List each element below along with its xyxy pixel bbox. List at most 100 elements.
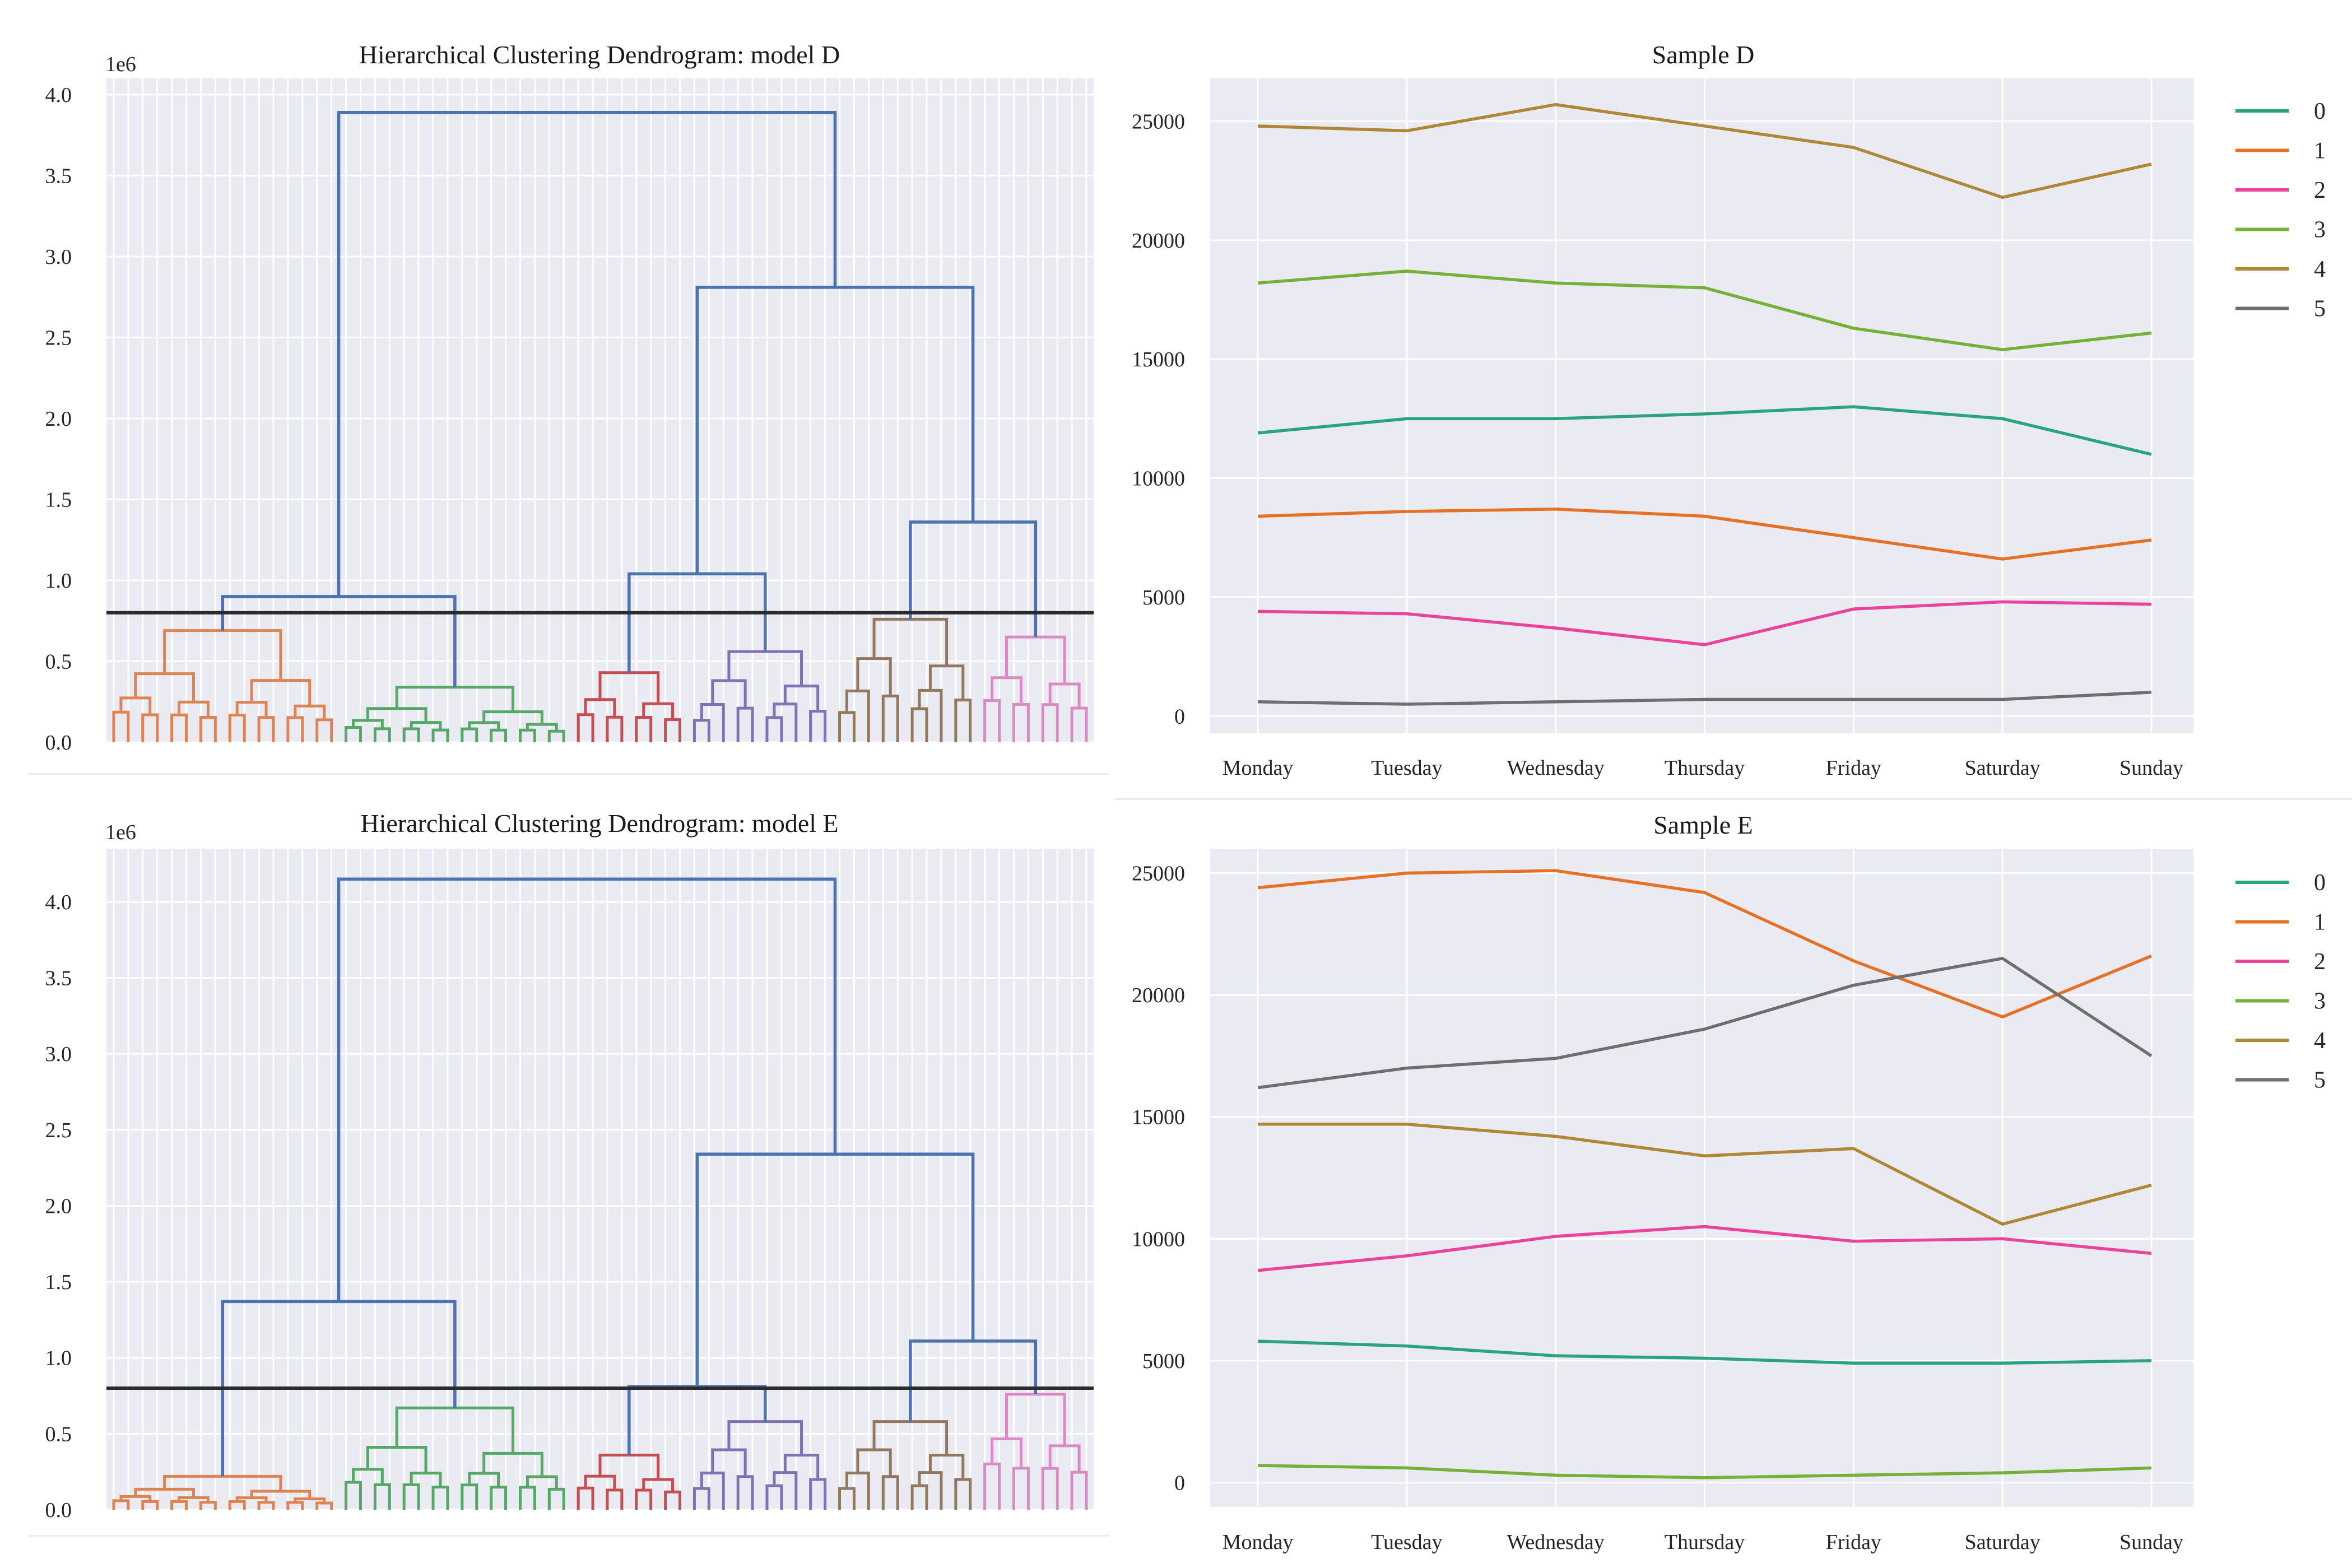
dendrogram-link	[134, 1487, 195, 1498]
legend-label: 0	[2314, 99, 2326, 124]
y-tick-label: 1.5	[45, 488, 72, 511]
dendrogram-link	[736, 706, 754, 742]
dendrogram-link	[727, 650, 803, 686]
y-tick-label: 15000	[1132, 1106, 1185, 1129]
y-tick-label: 0.0	[45, 1499, 72, 1522]
line-chart-sample-d: Sample D Monday Tuesday Wednesday Thursday F…	[1132, 40, 2326, 780]
legend-label: 4	[2314, 1028, 2326, 1054]
x-tick-label: Monday	[1223, 1530, 1294, 1554]
plot-background	[1210, 78, 2193, 733]
dendrogram-link	[366, 707, 427, 723]
legend-label: 4	[2314, 257, 2326, 282]
y-tick-label: 2.0	[45, 1194, 72, 1218]
dendrogram-link	[918, 1471, 943, 1510]
dendrogram-link	[250, 1490, 312, 1499]
dendrogram-link	[991, 676, 1022, 705]
line-chart-sample-e: Sample E Monday Tuesday Wednesday Thursday F…	[1132, 811, 2326, 1554]
dendrogram-merge-link	[337, 110, 837, 597]
dendrogram-link	[352, 1468, 384, 1485]
y-tick-label: 5000	[1142, 586, 1185, 609]
y-tick-label: 10000	[1132, 467, 1185, 491]
y-tick-label: 2.5	[45, 326, 72, 350]
dendrogram-link	[178, 1496, 210, 1502]
y-tick-label: 4.0	[45, 891, 72, 914]
chart-title: Hierarchical Clustering Dendrogram: mode…	[359, 40, 840, 69]
legend-label: 0	[2314, 870, 2326, 896]
dendrogram-link	[235, 1496, 268, 1502]
dendrogram-link	[881, 694, 899, 742]
dendrogram-link	[518, 728, 536, 742]
dendrogram-merge-link	[337, 877, 837, 1302]
y-tick-label: 2.5	[45, 1119, 72, 1142]
y-tick-label: 5000	[1142, 1350, 1185, 1373]
dendrogram-link	[461, 1483, 478, 1510]
dendrogram-link	[468, 1472, 500, 1487]
y-tick-label: 1.5	[45, 1271, 72, 1294]
x-tick-label: Monday	[1223, 756, 1294, 780]
x-tick-label: Wednesday	[1507, 1530, 1605, 1554]
y-tick-label: 15000	[1132, 348, 1185, 371]
dendrogram-link	[490, 728, 508, 742]
dendrogram-merge-link	[909, 1339, 1038, 1422]
y-tick-label: 3.5	[45, 967, 72, 990]
series-line-1	[1257, 869, 2153, 1019]
y-tick-label: 20000	[1132, 229, 1185, 253]
dendrogram-link	[402, 727, 420, 742]
y-tick-label: 25000	[1132, 110, 1185, 133]
legend-label: 3	[2314, 217, 2326, 243]
y-tick-label: 2.0	[45, 407, 72, 431]
dendrogram-link	[692, 719, 710, 742]
y-tick-label: 3.0	[45, 245, 72, 269]
series-line-3	[1257, 269, 2152, 351]
dendrogram-link	[664, 1490, 682, 1510]
dendrogram-link	[141, 713, 159, 742]
y-tick-label: 20000	[1132, 984, 1185, 1007]
dendrogram-link	[199, 1501, 217, 1510]
dendrogram-link	[711, 679, 747, 709]
legend-label: 3	[2314, 989, 2326, 1015]
x-tick-label: Friday	[1826, 1530, 1881, 1554]
dendrogram-link	[1048, 682, 1081, 709]
legend-label: 2	[2314, 949, 2326, 975]
y-tick-label: 0	[1174, 705, 1185, 728]
plot-background	[1210, 849, 2193, 1507]
series-line-2	[1257, 600, 2152, 646]
dendrogram-link	[461, 727, 478, 742]
dendrogram-link	[257, 716, 275, 742]
dendrogram-link	[366, 1446, 427, 1473]
dendrogram-link	[1012, 1467, 1030, 1510]
series-line-0	[1257, 405, 2152, 456]
x-tick-label: Sunday	[2119, 756, 2183, 780]
x-tick-label: Sunday	[2119, 1530, 2183, 1554]
dendrogram-link	[228, 713, 246, 742]
dendrogram-model-d: Hierarchical Clustering Dendrogram: mode…	[45, 40, 1094, 755]
dendrogram-link	[910, 1484, 928, 1510]
y-tick-label: 0	[1174, 1471, 1185, 1495]
chart-title: Sample E	[1653, 811, 1753, 839]
dendrogram-link	[199, 716, 217, 742]
x-tick-label: Friday	[1826, 756, 1881, 780]
y-tick-label: 3.0	[45, 1043, 72, 1066]
dendrogram-link	[983, 699, 1001, 742]
y-tick-label: 0.0	[45, 731, 72, 755]
x-tick-label: Thursday	[1665, 756, 1745, 780]
dendrogram-link	[1041, 703, 1059, 742]
y-tick-label: 10000	[1132, 1227, 1185, 1251]
x-tick-label: Tuesday	[1371, 756, 1442, 780]
x-tick-label: Saturday	[1965, 1530, 2040, 1554]
dendrogram-link	[1005, 1393, 1066, 1446]
dendrogram-link	[577, 713, 594, 742]
dendrogram-link	[872, 1420, 949, 1455]
dendrogram-link	[664, 718, 682, 742]
dendrogram-model-e: Hierarchical Clustering Dendrogram: mode…	[45, 809, 1094, 1522]
dendrogram-link	[727, 1420, 803, 1455]
dendrogram-merge-link	[909, 520, 1038, 638]
y-offset-label: 1e6	[105, 53, 136, 76]
series-line-5	[1257, 957, 2153, 1090]
dendrogram-link	[845, 689, 870, 742]
legend: 0 1 2 3 4 5	[2235, 99, 2326, 322]
x-tick-label: Saturday	[1965, 756, 2040, 780]
legend: 0 1 2 3 4 5	[2235, 870, 2326, 1094]
dendrogram-link	[315, 1501, 333, 1510]
